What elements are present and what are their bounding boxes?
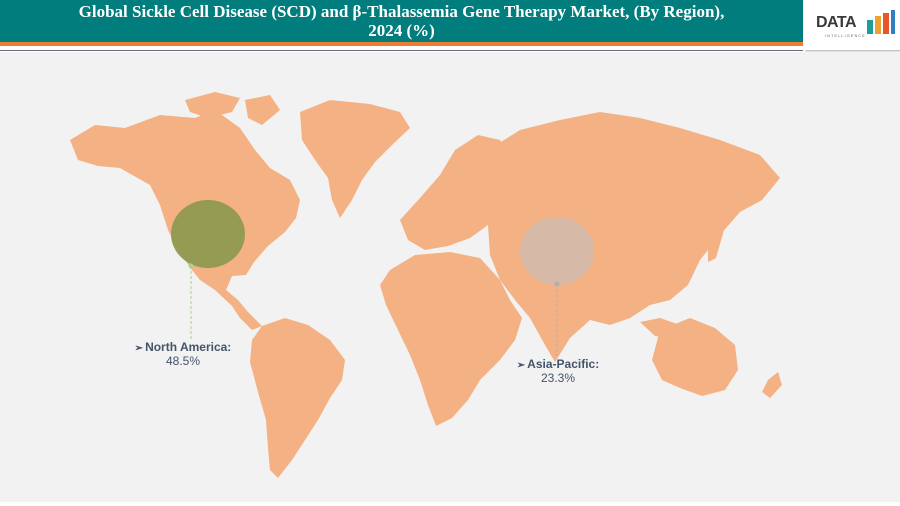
logo-text: DATA [816,14,857,31]
chart-title: Global Sickle Cell Disease (SCD) and β-T… [78,2,725,40]
north-america-value: 48.5% [165,354,201,368]
arrow-bullet-icon: ➢ [516,360,526,371]
asia-pacific-bubble[interactable] [520,217,594,285]
north-america-name: North America: [145,340,232,354]
world-map [70,92,782,478]
world-map-panel [0,52,900,502]
australia-shape [652,318,738,396]
asia-pacific-value: 23.3% [540,371,576,385]
chart-header: Global Sickle Cell Disease (SCD) and β-T… [0,0,803,46]
north-america-bubble[interactable] [171,200,245,268]
north-america-label: ➢ North America: 48.5% [128,340,238,368]
logo-subtext: INTELLIGENCE [825,34,866,38]
south-america-shape [250,318,345,478]
greenland-shape [300,100,410,218]
africa-shape [380,252,522,426]
asia-shape [488,112,780,362]
europe-shape [400,135,512,250]
asia-pacific-name: Asia-Pacific: [527,357,600,371]
company-logo: DATA INTELLIGENCE [804,0,900,50]
header-divider [0,50,803,51]
bar-chart-logo-icon [867,10,895,34]
continents [70,92,782,478]
asia-pacific-label: ➢ Asia-Pacific: 23.3% [508,357,608,385]
arrow-bullet-icon: ➢ [134,343,144,354]
